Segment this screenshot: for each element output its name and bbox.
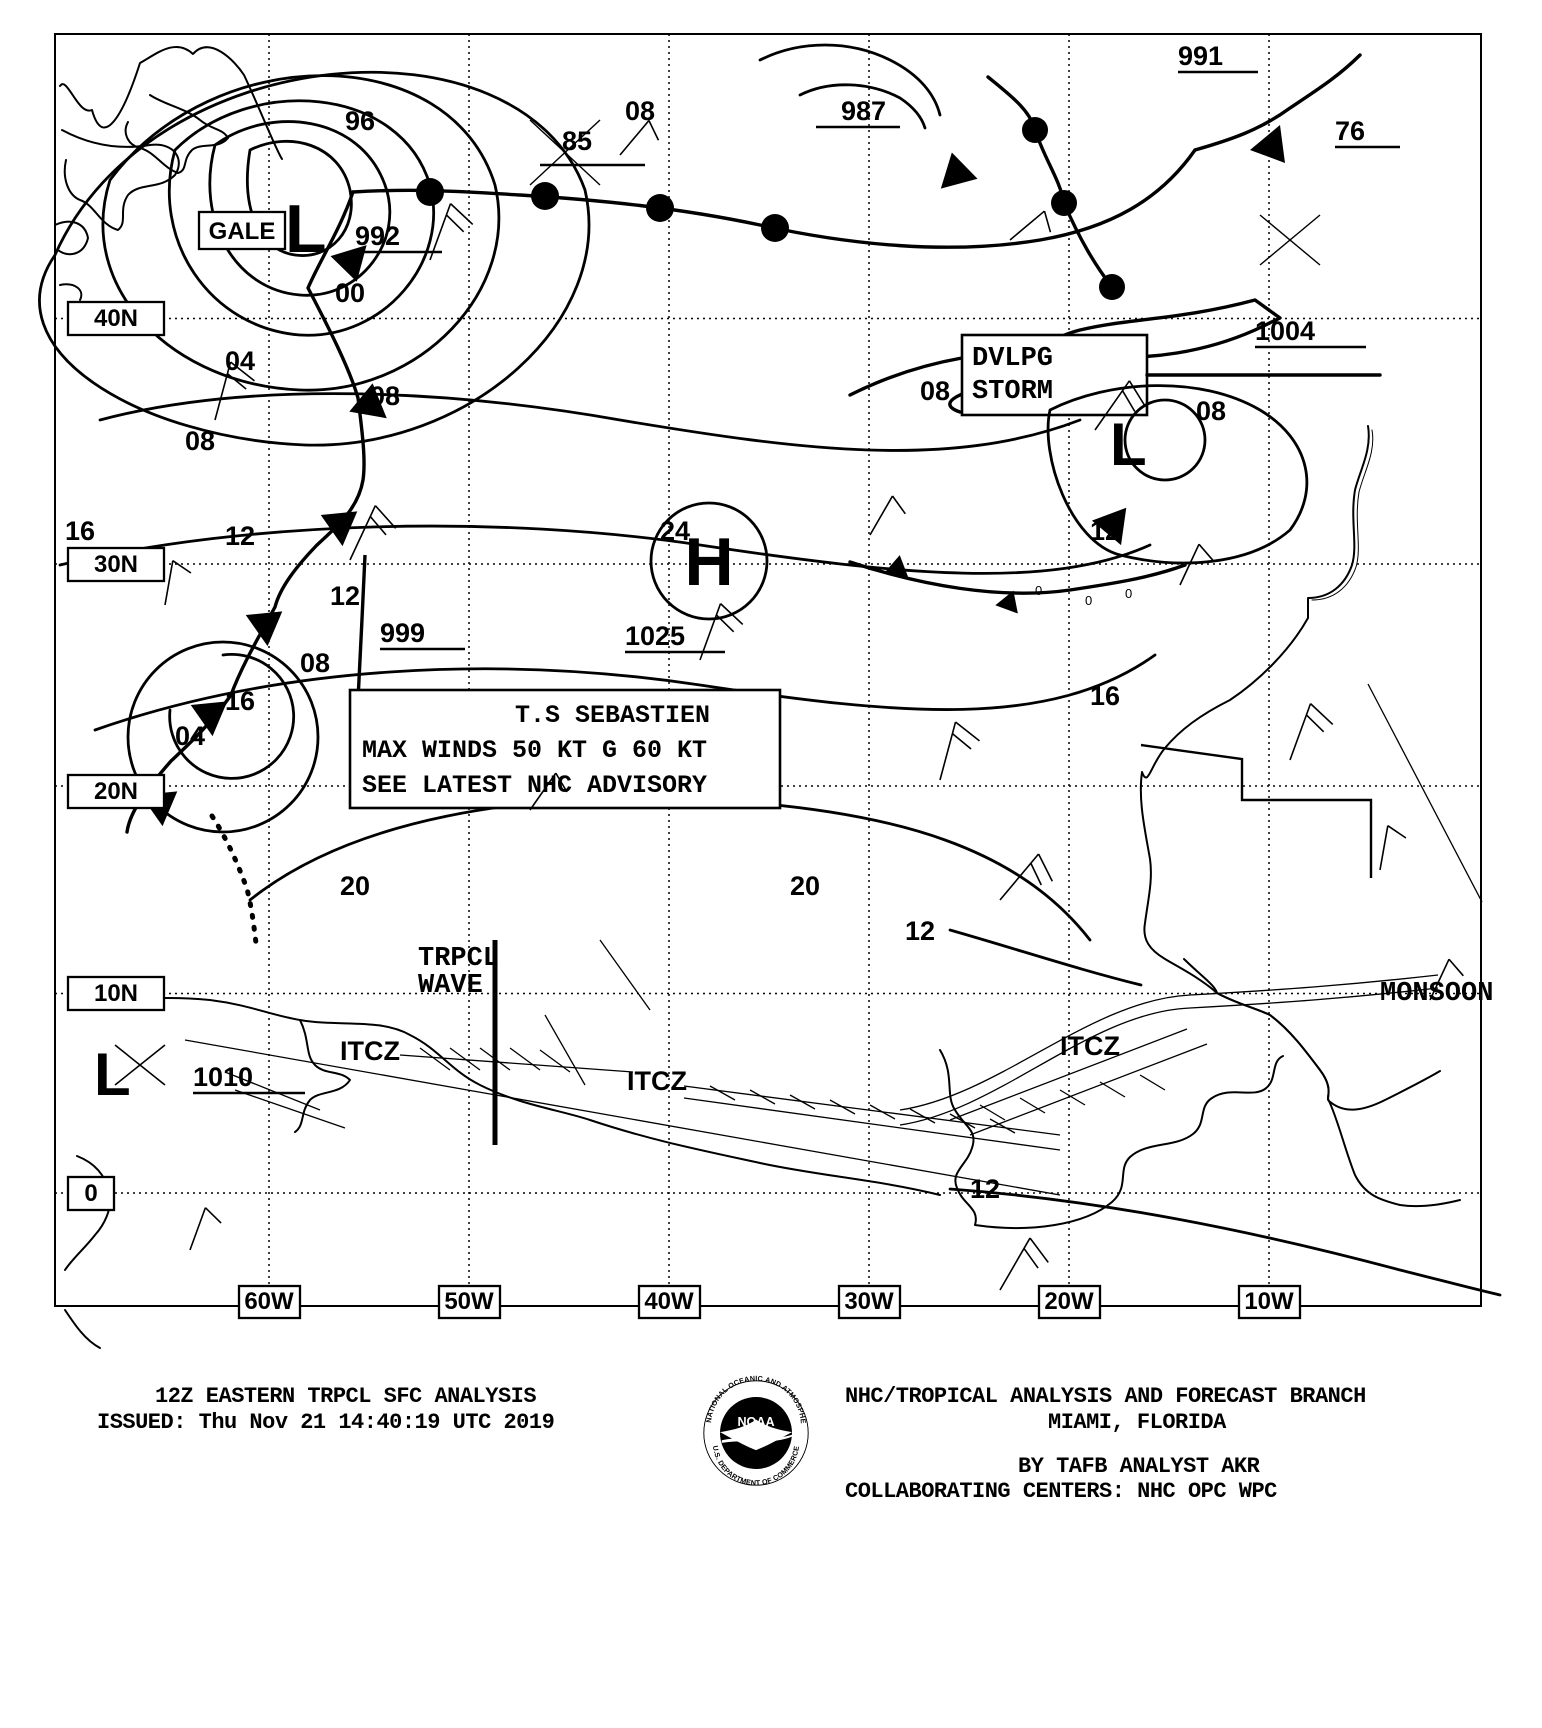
svg-text:ISSUED: Thu Nov 21 14:40:19 U: ISSUED: Thu Nov 21 14:40:19 UTC 2019 [97,1410,554,1435]
svg-text:30N: 30N [94,551,138,578]
svg-text:08: 08 [1196,396,1226,426]
svg-text:40W: 40W [644,1288,694,1315]
svg-text:L: L [285,191,327,267]
svg-text:MONSOON: MONSOON [1380,979,1493,1009]
svg-text:10W: 10W [1244,1288,1294,1315]
svg-text:12: 12 [905,916,935,946]
svg-text:BY TAFB ANALYST AKR: BY TAFB ANALYST AKR [1018,1454,1261,1479]
svg-text:12: 12 [970,1174,1000,1204]
svg-text:96: 96 [345,106,375,136]
svg-text:NOAA: NOAA [737,1415,774,1429]
svg-text:12: 12 [330,581,360,611]
svg-text:40N: 40N [94,305,138,332]
svg-text:08: 08 [185,426,215,456]
svg-text:987: 987 [841,96,886,126]
svg-text:10N: 10N [94,980,138,1007]
svg-text:00: 00 [335,278,365,308]
svg-text:WAVE: WAVE [418,971,483,1001]
svg-text:0: 0 [1125,586,1132,601]
svg-text:NHC/TROPICAL ANALYSIS AND FORE: NHC/TROPICAL ANALYSIS AND FORECAST BRANC… [845,1384,1366,1409]
svg-text:16: 16 [225,686,255,716]
svg-text:1010: 1010 [193,1062,253,1092]
svg-text:20W: 20W [1044,1288,1094,1315]
svg-text:20N: 20N [94,778,138,805]
svg-text:12: 12 [1090,516,1120,546]
svg-text:1004: 1004 [1255,316,1315,346]
svg-text:16: 16 [65,516,95,546]
svg-text:L: L [94,1041,131,1108]
svg-text:04: 04 [175,721,205,751]
svg-text:20: 20 [790,871,820,901]
svg-text:0: 0 [1085,593,1092,608]
svg-text:ITCZ: ITCZ [340,1036,400,1066]
svg-text:08: 08 [370,381,400,411]
svg-text:12: 12 [225,521,255,551]
svg-text:16: 16 [1090,681,1120,711]
svg-text:992: 992 [355,221,400,251]
svg-text:1025: 1025 [625,621,685,651]
svg-text:ITCZ: ITCZ [1060,1031,1120,1061]
svg-text:20: 20 [340,871,370,901]
svg-text:MAX WINDS 50 KT G 60 KT: MAX WINDS 50 KT G 60 KT [362,736,707,765]
svg-text:H: H [684,524,733,600]
svg-text:TRPCL: TRPCL [418,944,499,974]
svg-text:0: 0 [1035,583,1042,598]
svg-text:30W: 30W [844,1288,894,1315]
svg-text:DVLPG: DVLPG [972,344,1053,374]
svg-text:08: 08 [920,376,950,406]
svg-text:12Z EASTERN TRPCL SFC ANALYSIS: 12Z EASTERN TRPCL SFC ANALYSIS [155,1384,536,1409]
svg-text:MIAMI, FLORIDA: MIAMI, FLORIDA [1048,1410,1227,1435]
svg-text:STORM: STORM [972,377,1053,407]
svg-text:60W: 60W [244,1288,294,1315]
svg-text:991: 991 [1178,41,1223,71]
svg-text:0: 0 [84,1180,97,1207]
svg-text:04: 04 [225,346,255,376]
svg-text:08: 08 [300,648,330,678]
svg-text:999: 999 [380,618,425,648]
svg-text:76: 76 [1335,116,1365,146]
svg-text:08: 08 [625,96,655,126]
svg-text:24: 24 [660,516,690,546]
svg-text:T.S SEBASTIEN: T.S SEBASTIEN [515,701,710,730]
svg-text:SEE LATEST NHC ADVISORY: SEE LATEST NHC ADVISORY [362,771,707,800]
svg-text:50W: 50W [444,1288,494,1315]
svg-text:GALE: GALE [209,218,276,245]
svg-text:COLLABORATING CENTERS: NHC OP: COLLABORATING CENTERS: NHC OPC WPC [845,1479,1277,1504]
svg-text:ITCZ: ITCZ [627,1066,687,1096]
